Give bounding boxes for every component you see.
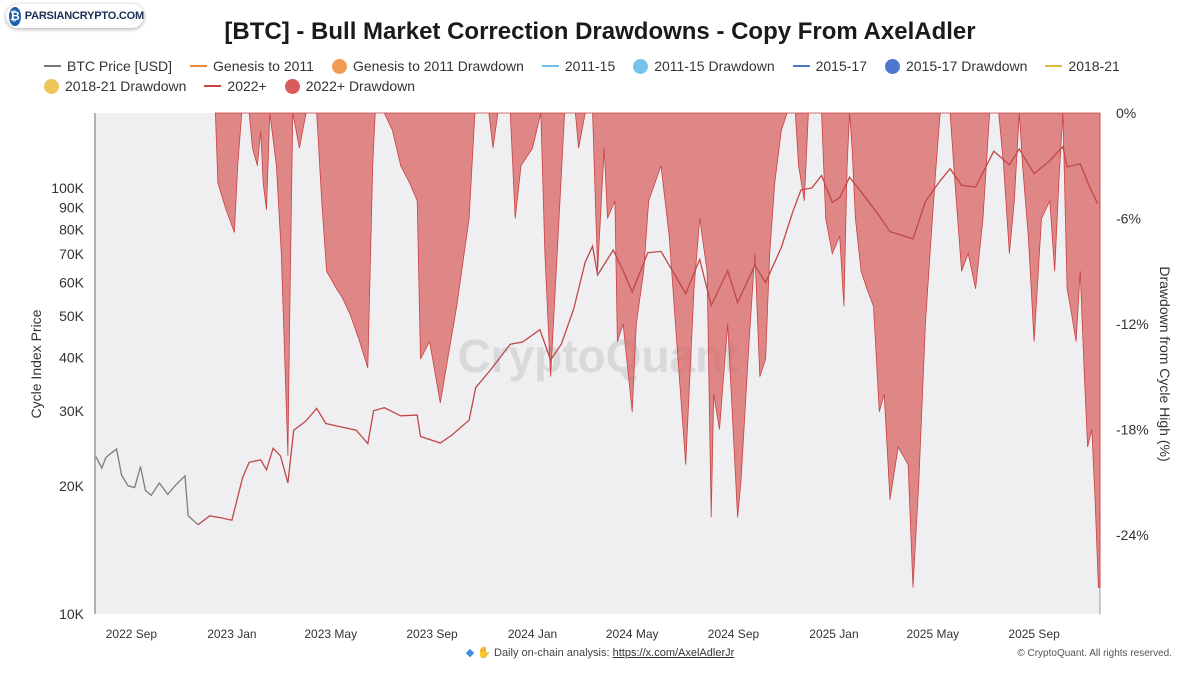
right-tick-label: -12% — [1116, 316, 1149, 332]
legend-label: 2011-15 Drawdown — [654, 58, 775, 74]
footer-prefix: Daily on-chain analysis: — [494, 647, 610, 659]
legend-item[interactable]: 2022+ — [204, 78, 267, 94]
legend-item[interactable]: 2011-15 Drawdown — [633, 58, 775, 74]
diamond-icon: ◆ — [465, 647, 475, 659]
legend-dot-swatch — [284, 78, 300, 94]
legend-item[interactable]: 2022+ Drawdown — [284, 78, 416, 94]
btc-price-line — [95, 447, 199, 526]
legend-line-swatch — [204, 85, 222, 87]
left-tick-label: 10K — [59, 606, 85, 622]
legend-line-swatch — [44, 65, 61, 67]
logo-text: PARSIANCRYPTO.COM — [24, 10, 144, 22]
legend-item[interactable]: 2011-15 — [541, 58, 616, 74]
logo-badge-icon: ₿ — [9, 6, 21, 26]
x-tick-label: 2025 May — [906, 627, 959, 641]
legend-label: 2015-17 Drawdown — [906, 58, 1028, 74]
right-axis-title: Drawdown from Cycle High (%) — [1157, 266, 1173, 461]
x-tick-label: 2022 Sep — [106, 627, 158, 641]
legend-label: 2018-21 — [1068, 58, 1120, 74]
legend-label: 2011-15 — [564, 58, 616, 74]
footer: ◆ ✋ Daily on-chain analysis: https://x.c… — [0, 646, 1200, 659]
chart-legend: BTC Price [USD] Genesis to 2011 Genesis to… — [44, 58, 1174, 94]
x-tick-label: 2024 Sep — [708, 627, 760, 641]
copyright: © CryptoQuant. All rights reserved. — [1017, 648, 1172, 659]
legend-line-swatch — [190, 65, 208, 67]
hands-icon: ✋ — [477, 647, 491, 659]
legend-dot-swatch — [44, 78, 59, 94]
drawdown-area — [214, 112, 1101, 588]
x-tick-label: 2023 Jan — [207, 627, 256, 641]
left-tick-label: 60K — [59, 275, 85, 291]
left-tick-label: 70K — [59, 246, 85, 262]
left-tick-label: 20K — [59, 478, 85, 494]
legend-dot-swatch — [885, 58, 900, 74]
left-tick-label: 30K — [59, 403, 85, 419]
legend-item[interactable]: 2018-21 — [1045, 58, 1120, 74]
legend-item[interactable]: 2015-17 — [792, 58, 867, 74]
legend-label: 2022+ Drawdown — [305, 78, 416, 94]
footer-link[interactable]: https://x.com/AxelAdlerJr — [612, 647, 735, 659]
left-tick-label: 40K — [59, 350, 85, 366]
legend-dot-swatch — [633, 58, 649, 74]
legend-label: Genesis to 2011 — [213, 58, 314, 74]
right-tick-label: -24% — [1116, 527, 1149, 543]
x-tick-label: 2025 Jan — [809, 627, 858, 641]
legend-item[interactable]: Genesis to 2011 Drawdown — [331, 58, 524, 74]
left-tick-label: 100K — [51, 180, 84, 196]
left-axis-title: Cycle Index Price — [28, 309, 44, 418]
legend-label: 2018-21 Drawdown — [65, 78, 187, 94]
legend-line-swatch — [541, 65, 559, 67]
legend-label: BTC Price [USD] — [67, 58, 173, 74]
legend-label: Genesis to 2011 Drawdown — [352, 58, 524, 74]
legend-line-swatch — [792, 65, 810, 67]
legend-item[interactable]: 2018-21 Drawdown — [44, 78, 186, 94]
legend-dot-swatch — [331, 58, 347, 74]
right-tick-label: 0% — [1116, 105, 1136, 121]
left-tick-label: 50K — [59, 308, 85, 324]
legend-item[interactable]: 2015-17 Drawdown — [885, 58, 1027, 74]
x-tick-label: 2023 May — [304, 627, 357, 641]
cycle-2022-line — [197, 145, 1099, 526]
watermark: CryptoQuant — [457, 330, 738, 382]
right-tick-label: -18% — [1116, 421, 1149, 437]
x-tick-label: 2023 Sep — [406, 627, 458, 641]
right-tick-label: -6% — [1116, 210, 1141, 226]
legend-label: 2022+ — [227, 78, 267, 94]
x-tick-label: 2024 May — [606, 627, 659, 641]
site-logo: ₿ PARSIANCRYPTO.COM — [6, 4, 144, 28]
chart-title: [BTC] - Bull Market Correction Drawdowns… — [224, 18, 976, 45]
legend-line-swatch — [1045, 65, 1063, 67]
left-tick-label: 90K — [59, 200, 85, 216]
legend-item[interactable]: Genesis to 2011 — [190, 58, 314, 74]
left-tick-label: 80K — [59, 221, 85, 237]
legend-item[interactable]: BTC Price [USD] — [44, 58, 172, 74]
legend-label: 2015-17 — [815, 58, 867, 74]
x-tick-label: 2024 Jan — [508, 627, 557, 641]
x-tick-label: 2025 Sep — [1008, 627, 1060, 641]
